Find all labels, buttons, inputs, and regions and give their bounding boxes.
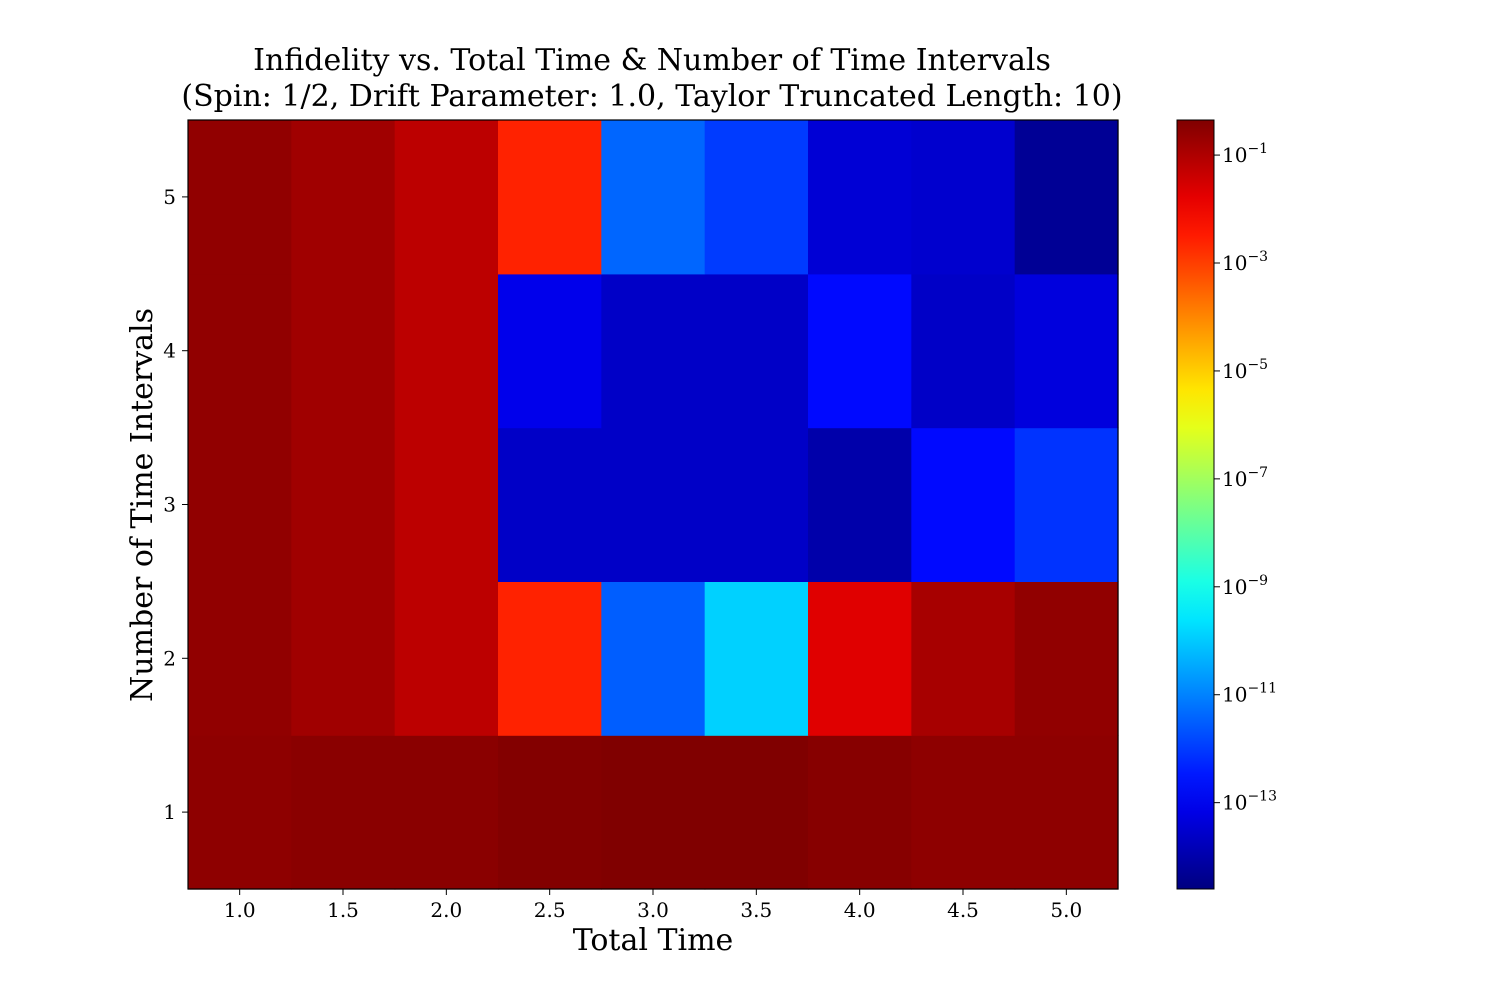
- colorbar-tick-label: 10−5: [1222, 357, 1268, 383]
- heatmap-cell: [1014, 120, 1119, 275]
- heatmap-cell: [808, 735, 912, 890]
- heatmap-cell: [498, 273, 602, 429]
- colorbar-tick-label: 10−9: [1222, 573, 1268, 599]
- x-tick-label: 3.5: [740, 898, 772, 922]
- heatmap-cell: [704, 581, 809, 736]
- heatmap-cell: [601, 120, 706, 275]
- x-axis-label: Total Time: [573, 923, 734, 958]
- x-tick-label: 5.0: [1050, 898, 1082, 922]
- heatmap-cell: [498, 735, 602, 890]
- heatmap-cell: [704, 273, 809, 429]
- heatmap-cells: [188, 120, 1119, 890]
- heatmap-cell: [911, 427, 1016, 582]
- heatmap-cell: [394, 427, 499, 582]
- heatmap-cell: [911, 735, 1016, 890]
- x-axis-ticks: 1.0 1.5 2.0 2.5 3.0 3.5 4.0 4.5 5.0: [224, 889, 1082, 922]
- heatmap-cell: [291, 581, 396, 736]
- colorbar-tick-label: 10−3: [1222, 249, 1268, 275]
- colorbar-tick-label: 10−1: [1222, 141, 1268, 167]
- heatmap-cell: [601, 273, 706, 429]
- heatmap-cell: [601, 735, 706, 890]
- colorbar-tick-label: 10−11: [1222, 681, 1277, 707]
- heatmap-cell: [498, 427, 602, 582]
- y-tick-label: 4: [163, 339, 176, 363]
- heatmap-cell: [911, 273, 1016, 429]
- heatmap-cell: [188, 427, 292, 582]
- y-tick-label: 5: [163, 185, 176, 209]
- x-tick-label: 4.0: [844, 898, 876, 922]
- colorbar-tick-label: 10−7: [1222, 465, 1268, 491]
- heatmap-cell: [498, 581, 602, 736]
- colorbar-tick-label: 10−13: [1222, 789, 1277, 815]
- heatmap-cell: [911, 120, 1016, 275]
- heatmap-cell: [601, 581, 706, 736]
- x-tick-label: 1.5: [327, 898, 359, 922]
- heatmap-cell: [394, 735, 499, 890]
- heatmap-cell: [291, 120, 396, 275]
- heatmap-cell: [498, 120, 602, 275]
- y-tick-label: 2: [163, 646, 176, 670]
- heatmap-cell: [808, 273, 912, 429]
- heatmap-cell: [1014, 273, 1119, 429]
- colorbar: [1176, 119, 1215, 890]
- heatmap-cell: [188, 120, 292, 275]
- heatmap-cell: [291, 735, 396, 890]
- x-tick-label: 3.0: [637, 898, 669, 922]
- heatmap-cell: [188, 581, 292, 736]
- colorbar-gradient: [1176, 119, 1215, 890]
- heatmap-cell: [704, 120, 809, 275]
- y-tick-label: 3: [163, 493, 176, 517]
- heatmap-cell: [601, 427, 706, 582]
- heatmap-cell: [1014, 581, 1119, 736]
- heatmap-cell: [808, 120, 912, 275]
- heatmap-cell: [291, 273, 396, 429]
- y-axis-label: Number of Time Intervals: [125, 308, 160, 702]
- heatmap-cell: [911, 581, 1016, 736]
- heatmap-cell: [291, 427, 396, 582]
- heatmap-cell: [188, 273, 292, 429]
- x-tick-label: 2.0: [430, 898, 462, 922]
- colorbar-ticks: 10−1 10−3 10−5 10−7 10−9 10−11 10−13: [1214, 141, 1277, 815]
- heatmap-cell: [808, 427, 912, 582]
- chart-title: Infidelity vs. Total Time & Number of Ti…: [253, 43, 1051, 78]
- y-axis-ticks: 1 2 3 4 5: [163, 185, 188, 824]
- heatmap-cell: [1014, 735, 1119, 890]
- heatmap-cell: [394, 273, 499, 429]
- x-tick-label: 1.0: [224, 898, 256, 922]
- heatmap-cell: [704, 427, 809, 582]
- x-tick-label: 2.5: [534, 898, 566, 922]
- x-tick-label: 4.5: [947, 898, 979, 922]
- chart-subtitle: (Spin: 1/2, Drift Parameter: 1.0, Taylor…: [181, 79, 1122, 114]
- heatmap-cell: [1014, 427, 1119, 582]
- heatmap-cell: [188, 735, 292, 890]
- heatmap-cell: [394, 120, 499, 275]
- y-tick-label: 1: [163, 800, 176, 824]
- heatmap-cell: [704, 735, 809, 890]
- heatmap-cell: [808, 581, 912, 736]
- heatmap-cell: [394, 581, 499, 736]
